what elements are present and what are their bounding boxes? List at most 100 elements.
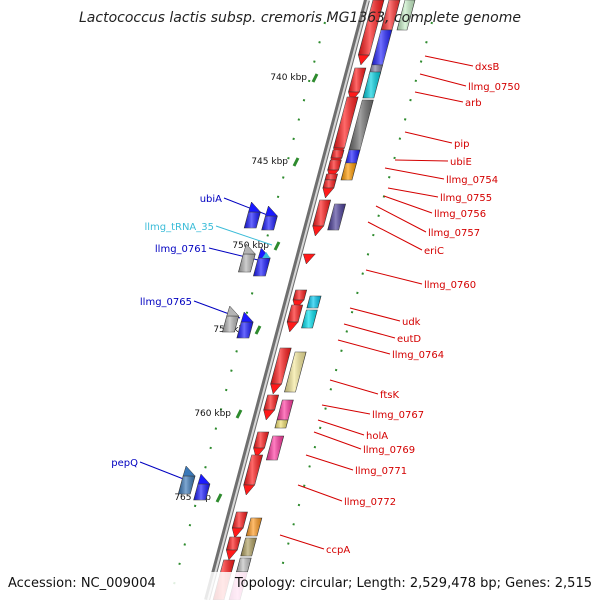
- ruler-tick: [292, 157, 300, 167]
- gene-block: [284, 351, 307, 393]
- gene-arrowhead: [226, 549, 238, 561]
- trna-marker: [262, 252, 271, 258]
- ruler-tick: [273, 241, 281, 251]
- gene-arrowhead: [242, 243, 256, 255]
- gene-block: [236, 557, 252, 573]
- gene-label-forward: llmg_0764: [392, 350, 444, 361]
- gene-arrowhead: [240, 311, 254, 323]
- gene-block: [286, 304, 304, 323]
- gene-block: [276, 399, 294, 421]
- gene-arrowhead: [286, 321, 299, 333]
- ruler-label: 760 kbp: [194, 409, 231, 419]
- ruler-tick: [215, 493, 223, 503]
- gene-label-forward: ftsK: [380, 390, 399, 401]
- leader-line: [343, 323, 396, 339]
- gene-label-forward: llmg_0755: [440, 193, 492, 204]
- gene-block: [263, 394, 280, 411]
- gene-block: [348, 67, 367, 93]
- gene-arrowhead: [263, 409, 276, 421]
- gene-block: [225, 536, 242, 551]
- ruler-label: 750 kbp: [232, 241, 269, 251]
- gene-arrowhead: [243, 484, 256, 496]
- leader-line: [367, 221, 423, 251]
- gene-block: [222, 315, 240, 333]
- gene-label-forward: eriC: [424, 246, 444, 257]
- leader-line: [383, 195, 433, 214]
- gene-block: [177, 475, 196, 495]
- gene-label-reverse: llmg_tRNA_35: [144, 222, 214, 233]
- gene-block: [245, 517, 263, 537]
- leader-line: [349, 307, 401, 322]
- ruler-tick: [235, 409, 243, 419]
- leader-line: [419, 73, 467, 87]
- gene-label-forward: dxsB: [475, 62, 499, 73]
- gene-label-forward: llmg_0756: [434, 209, 486, 220]
- gene-block: [236, 321, 254, 339]
- gene-arrowhead: [358, 54, 370, 66]
- gene-block: [396, 0, 416, 31]
- leader-line: [321, 404, 371, 415]
- leader-line: [414, 91, 464, 103]
- gene-block: [253, 431, 270, 449]
- leader-line: [365, 269, 423, 285]
- gene-block: [340, 162, 357, 181]
- gene-block: [324, 173, 338, 181]
- gene-label-forward: llmg_0754: [446, 175, 498, 186]
- gene-block: [243, 211, 261, 229]
- gene-label-forward: ccpA: [326, 545, 350, 556]
- gene-label-forward: pip: [454, 139, 469, 150]
- leader-line: [279, 534, 325, 550]
- leader-line: [139, 461, 187, 481]
- ruler-label: 745 kbp: [251, 157, 288, 167]
- gene-label-forward: ubiE: [450, 157, 472, 168]
- leader-line: [404, 131, 453, 144]
- gene-arrowhead: [182, 465, 196, 477]
- gene-label-reverse: llmg_0761: [155, 244, 207, 255]
- gene-label-forward: llmg_0772: [344, 497, 396, 508]
- leader-line: [375, 205, 427, 233]
- gene-block: [265, 435, 285, 461]
- ruler-label: 740 kbp: [270, 73, 307, 83]
- gene-block: [327, 203, 346, 231]
- gene-arrowhead: [226, 305, 240, 317]
- gene-label-reverse: pepQ: [111, 458, 138, 469]
- gene-label-reverse: ubiA: [200, 194, 222, 205]
- leader-line: [424, 55, 474, 67]
- leader-line: [313, 431, 362, 450]
- leader-line: [317, 419, 365, 436]
- ruler-tick: [311, 73, 319, 83]
- gene-label-forward: llmg_0760: [424, 280, 476, 291]
- ruler-label: 765 kbp: [174, 493, 211, 503]
- gene-label-forward: holA: [366, 431, 388, 442]
- gene-block: [238, 253, 256, 273]
- footer-backdrop: [0, 572, 600, 600]
- gene-label-forward: arb: [465, 98, 482, 109]
- gene-label-forward: udk: [402, 317, 421, 328]
- gene-block: [322, 179, 337, 189]
- leader-line: [337, 339, 391, 355]
- gene-block: [261, 215, 278, 231]
- genome-backbone: [204, 0, 370, 600]
- gene-block: [306, 295, 322, 309]
- gene-label-forward: llmg_0757: [428, 228, 480, 239]
- gene-arrowhead: [312, 225, 325, 237]
- map-title: Lactococcus lactis subsp. cremoris MG136…: [79, 10, 521, 26]
- reverse-strand-features: [177, 201, 278, 501]
- leader-line: [305, 454, 354, 471]
- gene-block: [193, 483, 211, 501]
- gene-arrowhead: [197, 473, 211, 485]
- genome-summary-text: Topology: circular; Length: 2,529,478 bp…: [234, 576, 592, 591]
- leader-line: [215, 225, 273, 246]
- forward-strand-features: [212, 0, 416, 600]
- gene-arrowhead: [231, 527, 244, 539]
- gene-block: [274, 419, 289, 429]
- gene-label-forward: eutD: [397, 334, 421, 345]
- leader-line: [297, 484, 343, 502]
- gene-block: [253, 257, 271, 277]
- gene-label-reverse: llmg_0765: [140, 297, 192, 308]
- gene-arrowhead: [322, 187, 335, 199]
- leader-line: [329, 379, 379, 395]
